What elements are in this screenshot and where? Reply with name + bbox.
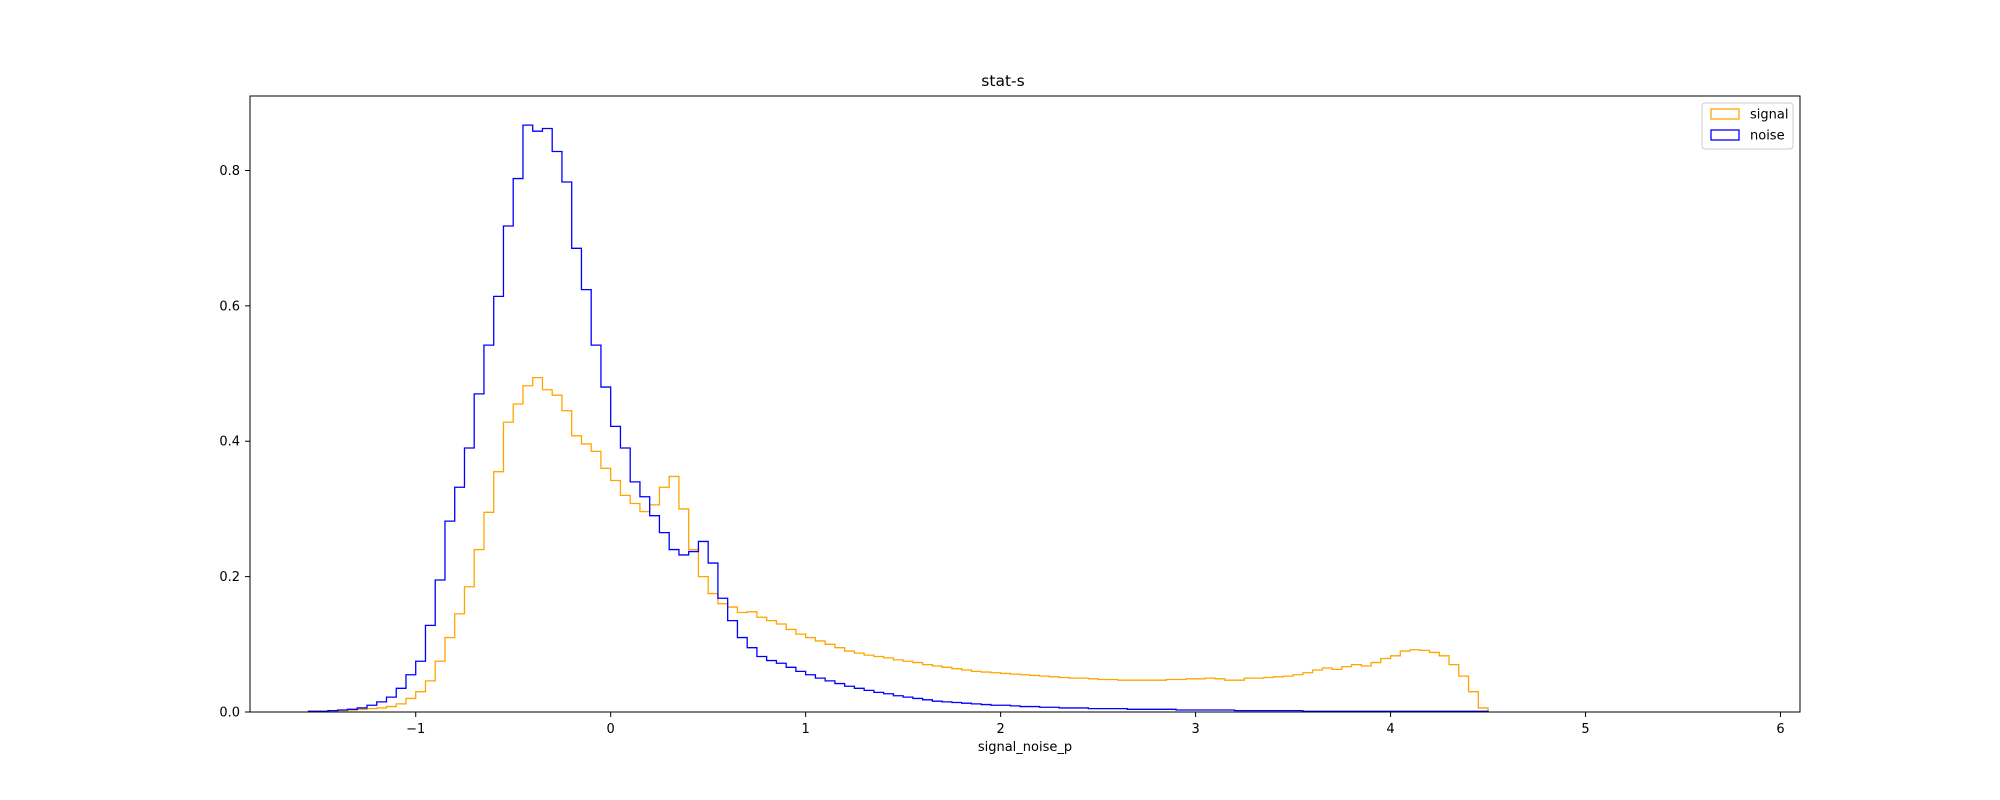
- chart-title: stat-s: [981, 72, 1024, 90]
- x-tick-label: 1: [802, 722, 810, 737]
- x-tick-label: 2: [996, 722, 1004, 737]
- x-tick-label: 4: [1386, 722, 1394, 737]
- series-noise-histogram: [307, 124, 1489, 712]
- y-tick-label: 0.8: [219, 164, 240, 179]
- y-tick-label: 0.0: [219, 706, 240, 721]
- y-tick-label: 0.6: [219, 299, 240, 314]
- series-signal-histogram: [307, 376, 1489, 712]
- y-tick-label: 0.2: [219, 570, 240, 585]
- legend-entries: signal noise: [1710, 108, 1788, 144]
- x-tick-label: 3: [1191, 722, 1199, 737]
- x-axis: −1 0 1 2 3 4 5 6: [406, 712, 1785, 737]
- legend-swatch-noise: [1710, 129, 1740, 141]
- legend: signal noise: [1701, 102, 1794, 150]
- plot-area-frame: [249, 95, 1801, 713]
- legend-frame: [1701, 102, 1794, 150]
- x-tick-label: 6: [1776, 722, 1784, 737]
- y-axis: 0.0 0.2 0.4 0.6 0.8: [219, 164, 250, 721]
- legend-label-signal: signal: [1750, 108, 1788, 123]
- legend-label-noise: noise: [1750, 129, 1785, 144]
- legend-swatch-signal: [1710, 108, 1740, 120]
- x-tick-label: 0: [607, 722, 615, 737]
- x-axis-label: signal_noise_p: [978, 740, 1072, 755]
- x-tick-label: −1: [406, 722, 425, 737]
- y-tick-label: 0.4: [219, 435, 240, 450]
- x-tick-label: 5: [1581, 722, 1589, 737]
- series-layer: [307, 124, 1489, 712]
